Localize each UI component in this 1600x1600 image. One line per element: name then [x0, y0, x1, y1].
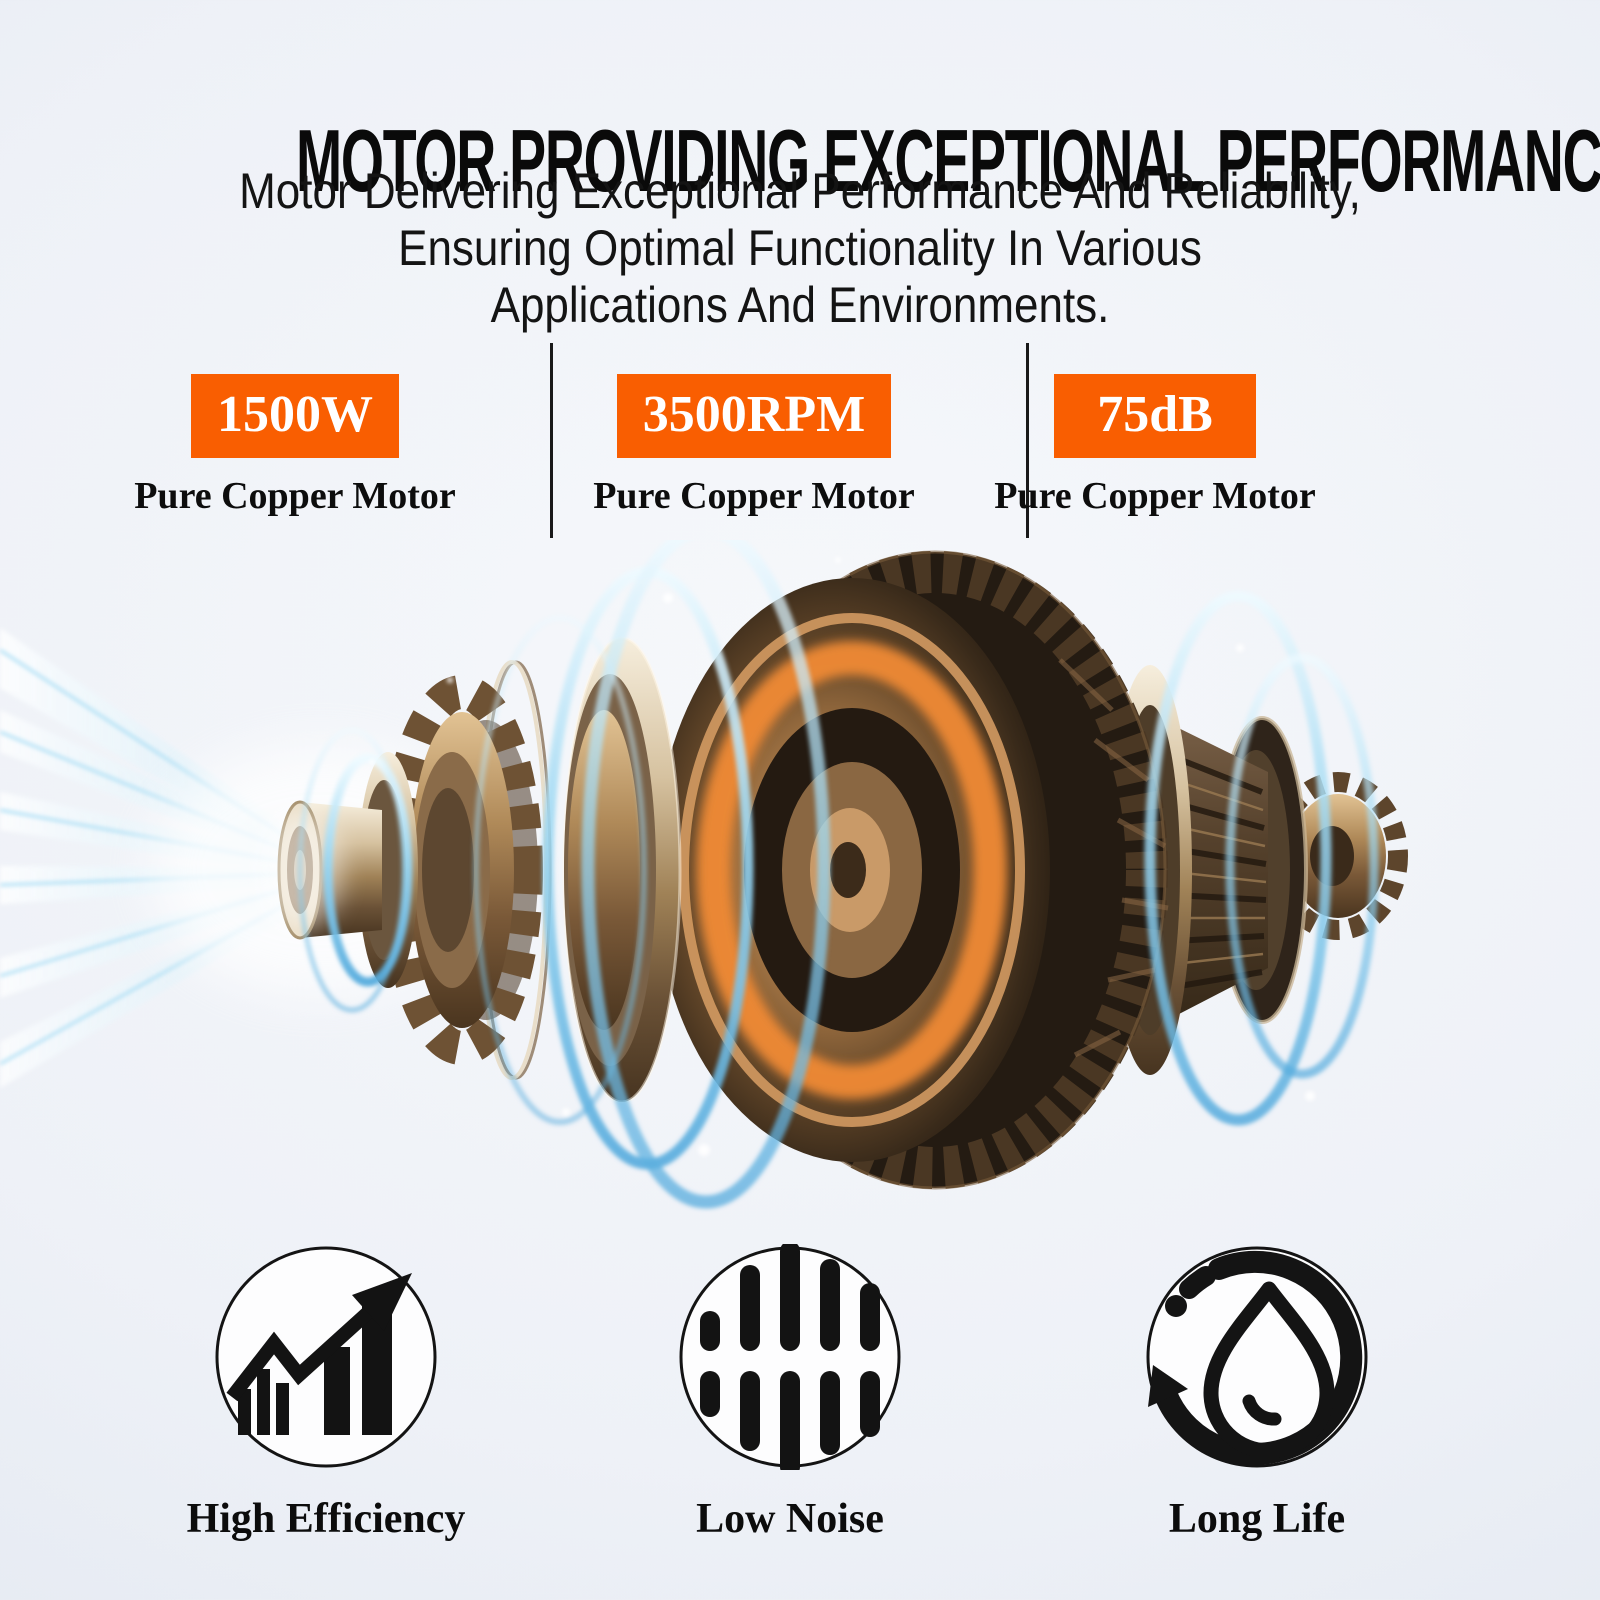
subtitle-line-3: Applications And Environments. — [490, 277, 1110, 333]
spec-label: Pure Copper Motor — [593, 475, 915, 517]
subtitle-line-1: Motor Delivering Exceptional Performance… — [239, 163, 1361, 219]
water-drop-cycle-icon — [1146, 1246, 1368, 1468]
spec-value-badge: 75dB — [1054, 374, 1256, 458]
sparkles — [369, 557, 1315, 1156]
spec-column-wattage: 1500W Pure Copper Motor — [65, 374, 525, 518]
spec-column-divider — [550, 343, 553, 538]
spur-gear — [381, 675, 543, 1065]
page-subtitle: Motor Delivering Exceptional Performance… — [96, 163, 1504, 334]
spec-value-badge: 3500RPM — [616, 374, 892, 458]
shaft-tip — [262, 800, 382, 940]
spec-label: Pure Copper Motor — [134, 475, 456, 517]
feature-high-efficiency: High Efficiency — [156, 1244, 496, 1543]
feature-label: High Efficiency — [186, 1496, 466, 1542]
growth-chart-icon — [215, 1246, 437, 1468]
feature-label: Low Noise — [696, 1496, 884, 1542]
spec-label: Pure Copper Motor — [994, 475, 1316, 517]
motor-gear-assembly-illustration — [0, 523, 1600, 1220]
motor-gear-assembly-svg — [0, 523, 1408, 1209]
spec-column-divider — [1026, 343, 1029, 538]
main-gear — [654, 550, 1169, 1190]
subtitle-line-2: Ensuring Optimal Functionality In Variou… — [398, 220, 1202, 276]
feature-long-life: Long Life — [1087, 1244, 1427, 1543]
sound-wave-icon — [679, 1241, 901, 1477]
spec-column-speed: 3500RPM Pure Copper Motor — [524, 374, 984, 518]
feature-label: Long Life — [1168, 1496, 1346, 1542]
feature-low-noise: Low Noise — [620, 1241, 960, 1543]
spec-column-noise: 75dB Pure Copper Motor — [925, 374, 1385, 518]
spec-value-badge: 1500W — [191, 374, 399, 458]
